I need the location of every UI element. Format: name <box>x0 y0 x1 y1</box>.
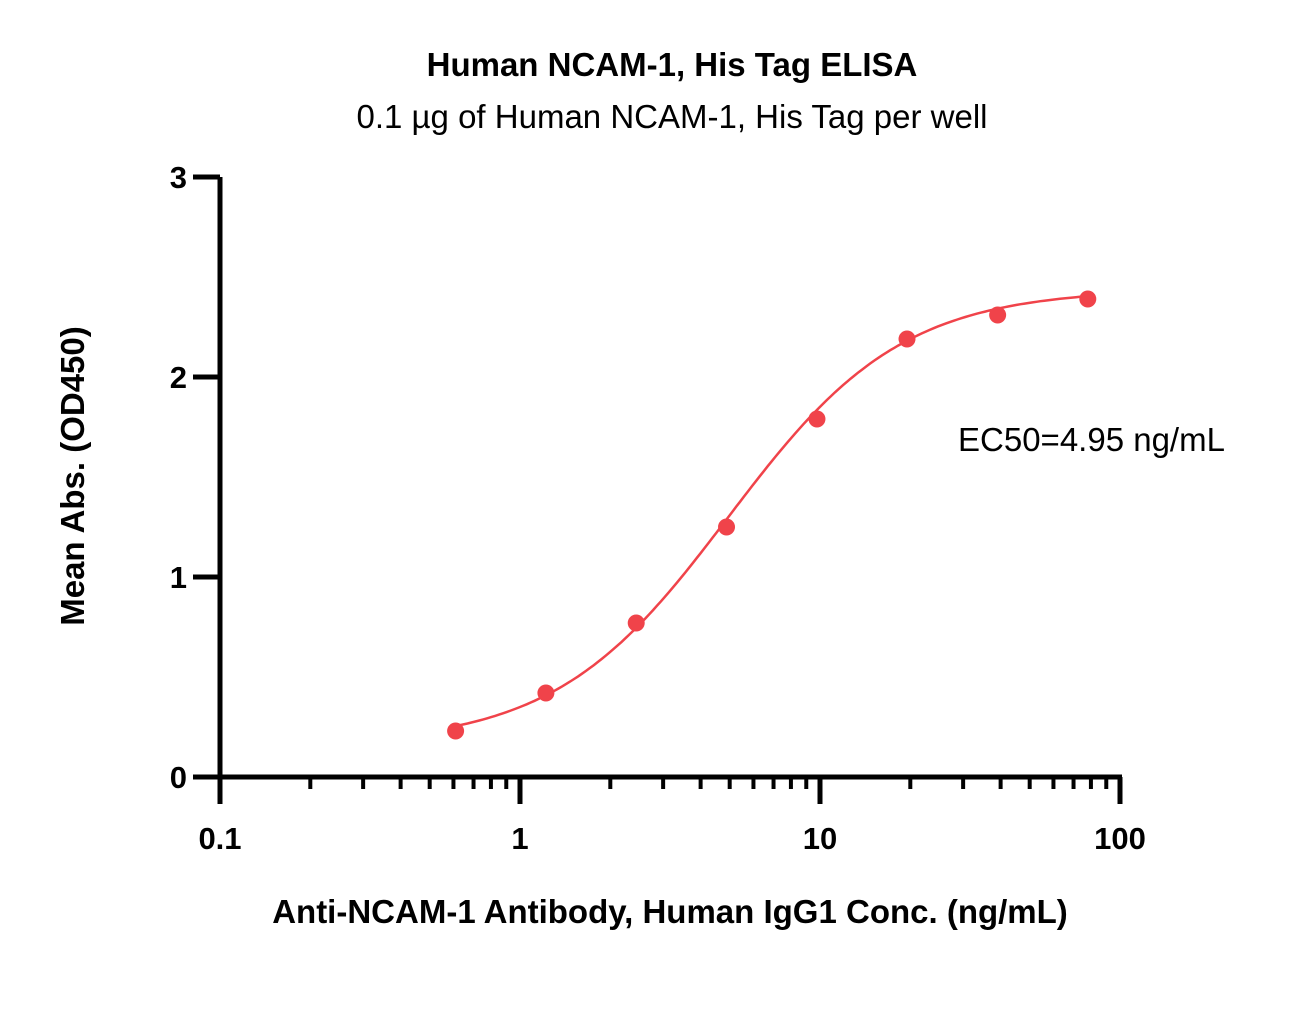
y-tick-label: 1 <box>170 560 187 595</box>
data-point <box>1079 290 1097 308</box>
chart-subtitle: 0.1 µg of Human NCAM-1, His Tag per well <box>356 98 988 135</box>
data-point <box>718 518 736 536</box>
data-point <box>808 410 826 428</box>
y-tick-label: 0 <box>170 760 187 795</box>
chart-title: Human NCAM-1, His Tag ELISA <box>426 46 918 83</box>
y-tick-label: 3 <box>170 160 187 195</box>
x-tick-label: 10 <box>803 821 837 856</box>
x-tick-label: 100 <box>1094 821 1146 856</box>
data-point <box>627 614 645 632</box>
data-point <box>989 306 1007 324</box>
data-point <box>898 330 916 348</box>
x-tick-label: 0.1 <box>198 821 241 856</box>
ec50-annotation: EC50=4.95 ng/mL <box>958 421 1225 458</box>
data-point <box>537 684 555 702</box>
fit-curve <box>455 294 1088 728</box>
x-tick-label: 1 <box>511 821 528 856</box>
data-point <box>447 722 465 740</box>
y-axis-label: Mean Abs. (OD450) <box>54 326 91 626</box>
y-tick-label: 2 <box>170 360 187 395</box>
x-axis-label: Anti-NCAM-1 Antibody, Human IgG1 Conc. (… <box>272 893 1068 930</box>
